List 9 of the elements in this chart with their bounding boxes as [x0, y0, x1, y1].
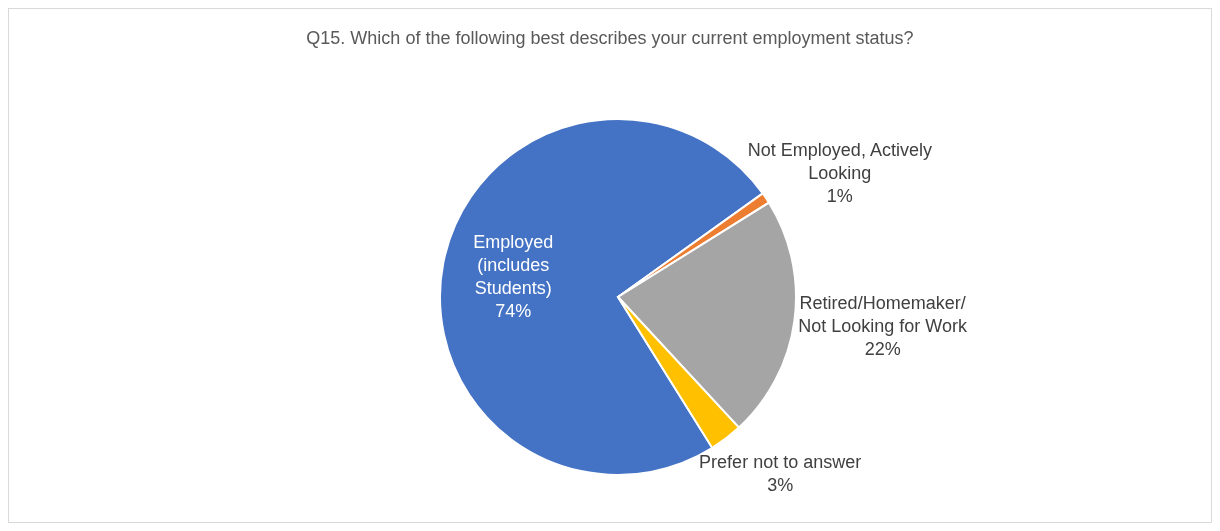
data-label: 3%: [767, 475, 794, 496]
slice-label: Retired/Homemaker/ Not Looking for Work: [798, 293, 969, 337]
data-label: 74%: [495, 300, 532, 321]
data-label: 1%: [826, 186, 853, 207]
chart-title: Q15. Which of the following best describes your current employment status?: [306, 28, 914, 48]
data-label: 22%: [864, 339, 901, 360]
slice-label: Prefer not to answer: [699, 452, 862, 473]
slice-label: Not Employed, Actively Looking: [747, 140, 932, 184]
slice-label: Employed (includes Students): [473, 231, 554, 298]
